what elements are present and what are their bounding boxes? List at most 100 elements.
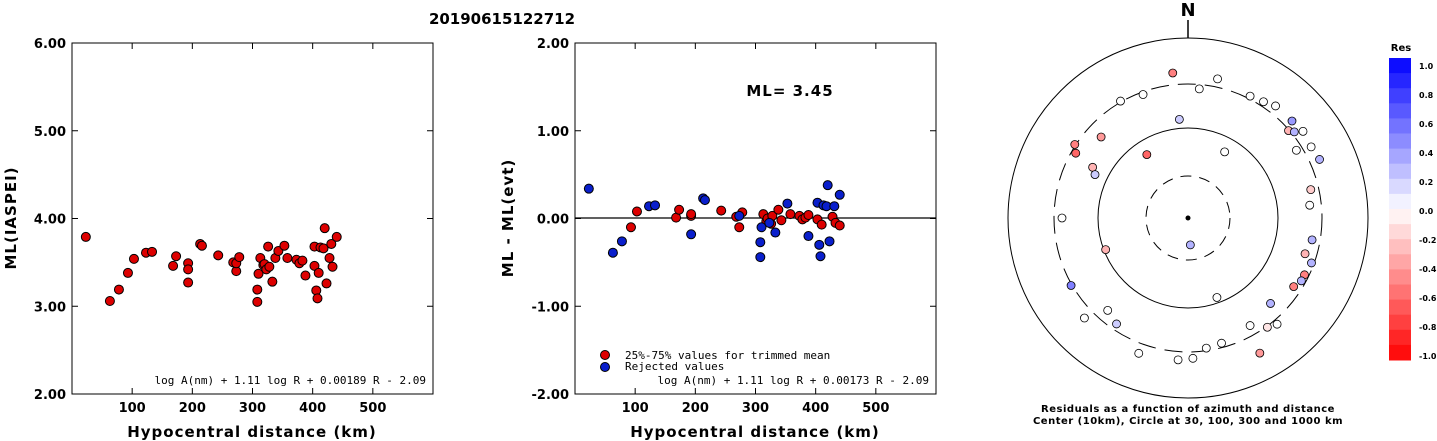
station-point [1296, 276, 1306, 286]
plot2-points [583, 180, 845, 263]
data-point [313, 267, 324, 278]
data-point [616, 236, 627, 247]
colorbar-label: 0.8 [1419, 91, 1434, 100]
x-tick-label: 100 [622, 401, 649, 416]
plot2-ml-annotation: ML= 3.45 [746, 82, 833, 100]
data-point [234, 252, 245, 263]
ml-residual-plot: 100 200 300 400 500 -2.00 -1.00 0.00 1.00 2.00 M… [499, 37, 937, 441]
x-tick-label: 300 [742, 401, 769, 416]
epicenter-dot [1185, 215, 1191, 221]
station-point [1112, 319, 1121, 329]
data-point [319, 223, 330, 234]
station-point [1066, 281, 1076, 290]
x-tick-label: 400 [802, 401, 829, 416]
data-point [834, 220, 845, 231]
data-point [815, 251, 826, 262]
station-point [1217, 338, 1226, 348]
event-title: 20190615122712 [429, 10, 575, 28]
data-point [279, 240, 290, 251]
plot1-y-ticks: 2.00 3.00 4.00 5.00 6.00 [34, 37, 433, 403]
station-point [1315, 155, 1324, 164]
x-tick-label: 300 [239, 401, 266, 416]
data-point [263, 241, 274, 252]
data-point [686, 209, 697, 220]
station-point [1262, 322, 1272, 332]
station-point [1305, 200, 1315, 210]
data-point [327, 261, 338, 272]
x-tick-label: 200 [179, 401, 206, 416]
legend-rejected-label: Rejected values [625, 360, 724, 373]
data-point [773, 204, 784, 215]
y-tick-label: -2.00 [532, 388, 569, 403]
colorbar-cell [1389, 163, 1411, 180]
plot1-points [80, 223, 342, 307]
data-point [253, 268, 264, 279]
data-point [755, 252, 766, 263]
colorbar-label: -0.2 [1419, 236, 1437, 245]
data-point [734, 210, 745, 221]
y-tick-label: 0.00 [537, 213, 569, 228]
colorbar-cell [1389, 224, 1411, 240]
circle-30km [1145, 175, 1231, 261]
station-point [1101, 245, 1111, 255]
north-label: N [1180, 0, 1195, 21]
data-point [326, 238, 337, 249]
data-point [824, 236, 835, 247]
station-point [1080, 313, 1089, 323]
data-point [803, 231, 814, 242]
colorbar-label: 1.0 [1419, 62, 1434, 71]
station-point [1307, 258, 1316, 268]
data-point [756, 222, 767, 233]
y-tick-label: -1.00 [532, 300, 569, 315]
plot1-x-axis-label: Hypocentral distance (km) [127, 423, 377, 441]
colorbar-cell [1389, 269, 1411, 285]
data-point [171, 251, 182, 262]
station-point [1201, 343, 1211, 353]
station-point [1255, 348, 1265, 358]
data-point [183, 277, 194, 288]
station-point [1138, 90, 1148, 99]
station-point [1188, 353, 1198, 363]
data-point [822, 180, 833, 191]
plot2-legend: 25%-75% values for trimmed mean Rejected… [600, 349, 830, 373]
data-point [770, 227, 781, 238]
x-tick-label: 500 [862, 401, 889, 416]
x-tick-label: 100 [119, 401, 146, 416]
station-point [1220, 147, 1230, 157]
data-point [782, 198, 793, 209]
colorbar-cell [1389, 344, 1411, 361]
colorbar-cell [1389, 239, 1411, 255]
colorbar-cell [1389, 178, 1411, 195]
data-point [816, 219, 827, 230]
colorbar-label: 0.6 [1419, 120, 1434, 129]
plot2-x-ticks: 100 200 300 400 500 [622, 43, 889, 416]
colorbar-cell [1389, 58, 1411, 74]
station-point [1057, 213, 1067, 223]
station-point [1070, 140, 1080, 149]
colorbar-cell [1389, 254, 1411, 270]
station-point [1245, 91, 1255, 101]
station-point [1212, 293, 1222, 302]
colorbar-cell [1389, 103, 1411, 119]
colorbar-cell [1389, 314, 1411, 331]
data-point [331, 231, 342, 242]
station-point [1298, 126, 1308, 136]
data-point [607, 247, 618, 258]
data-point [583, 183, 594, 194]
colorbar-cell [1389, 73, 1411, 89]
colorbar-cell [1389, 118, 1411, 134]
data-point [147, 246, 158, 257]
station-point [1185, 240, 1195, 250]
colorbar-cell [1389, 209, 1411, 225]
data-point [297, 255, 308, 266]
station-point [1142, 150, 1152, 159]
x-tick-label: 400 [299, 401, 326, 416]
polar-caption-line2: Center (10km), Circle at 30, 100, 300 an… [1033, 416, 1343, 427]
colorbar-title: Res [1391, 43, 1411, 54]
colorbar-cell [1389, 193, 1411, 210]
data-point [252, 296, 263, 307]
data-point [113, 284, 124, 295]
data-point [128, 253, 139, 264]
polar-caption-line1: Residuals as a function of azimuth and d… [1041, 404, 1335, 415]
